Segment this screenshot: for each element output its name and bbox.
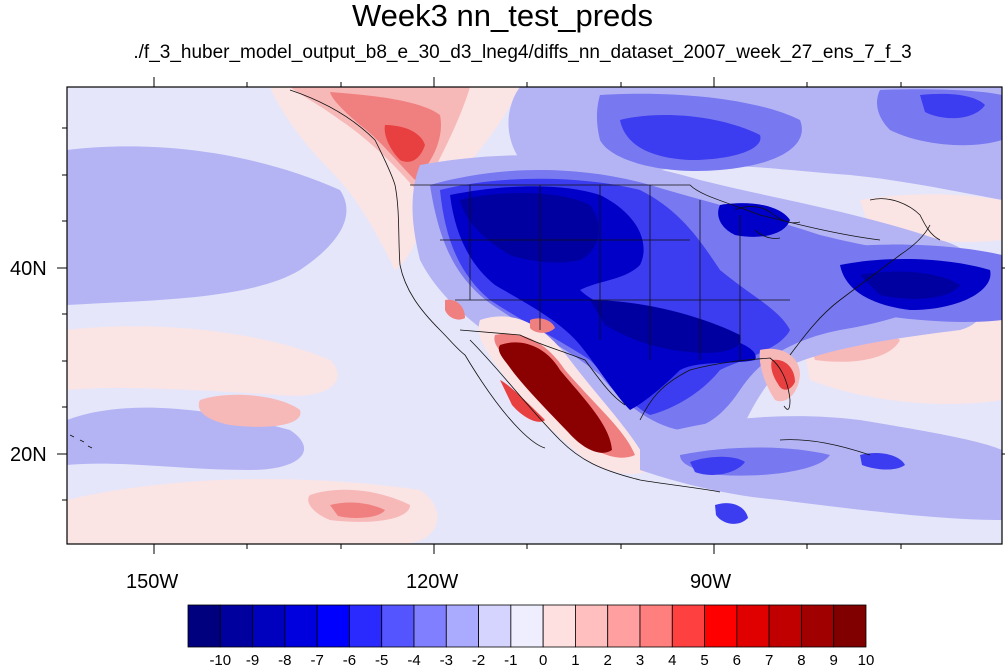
northwest-red-core	[384, 125, 425, 162]
colorbar-tick-label: 3	[635, 652, 645, 669]
pacific-red-patch	[330, 502, 385, 518]
hawaii-islands	[69, 434, 93, 449]
lon-label-150w: 150W	[126, 571, 179, 593]
plot-subtitle: ./f_3_huber_model_output_b8_e_30_d3_lneg…	[133, 42, 912, 63]
plot-frame	[66, 86, 1003, 545]
anomaly-field	[67, 87, 1002, 544]
colorbar-swatch	[510, 604, 544, 648]
colorbar-swatch	[219, 604, 253, 648]
colorbar-swatch	[252, 604, 286, 648]
northwest-pink	[270, 87, 520, 270]
canada-blue	[620, 115, 761, 160]
colorbar-tick-label: 7	[764, 652, 774, 669]
colorbar-swatch	[187, 604, 221, 648]
colorbar-tick-label: -10	[209, 652, 232, 669]
colorbar-swatch	[575, 604, 609, 648]
colorbar-swatch	[284, 604, 318, 648]
antilles-blue	[860, 453, 905, 470]
baja-coast-line	[464, 354, 546, 449]
colorbar-tick-label: -5	[375, 652, 389, 669]
colorbar-swatch	[478, 604, 512, 648]
colorbar-tick-label: -3	[439, 652, 453, 669]
east-canada-coast	[869, 198, 941, 241]
mexico-pacific-coast	[469, 339, 721, 493]
colorbar-tick-label: -1	[504, 652, 518, 669]
colorbar-tick-label: -2	[471, 652, 486, 669]
pacific-pink-band	[67, 326, 338, 396]
colorbar-tick-label: -8	[278, 652, 292, 669]
colorbar-tick-label: 2	[603, 652, 612, 669]
colorbar-tick-label: 1	[571, 652, 580, 669]
plot-title: Week3 nn_test_preds	[351, 0, 653, 33]
colorbar-swatch	[445, 604, 479, 648]
colorbar-tick-label: -9	[245, 652, 260, 669]
lat-label-20n: 20N	[10, 444, 47, 466]
us-navy-core	[460, 193, 599, 263]
gulf-coast-line	[639, 357, 791, 421]
colorbar-swatch	[542, 604, 576, 648]
hudson-blue-core	[920, 93, 985, 119]
mexico-border	[459, 329, 626, 406]
west-coast-line	[394, 184, 466, 356]
colorbar-swatch	[349, 604, 383, 648]
colorbar-swatch	[413, 604, 447, 648]
east-coast-line	[789, 224, 931, 356]
colorbar-swatch	[704, 604, 738, 648]
colorbar-swatch	[833, 604, 867, 648]
gulf-honduras-blue	[715, 503, 748, 524]
colorbar-tick-label: -4	[407, 652, 421, 669]
colorbar-swatch	[768, 604, 802, 648]
colorbar-tick-label: 0	[538, 652, 548, 669]
colorbar-tick-label: 4	[668, 652, 677, 669]
colorbar-tick-label: 10	[857, 652, 875, 669]
northeast-navy	[860, 271, 960, 299]
axis-ticks	[57, 77, 1005, 554]
colorbar-swatch	[736, 604, 770, 648]
colorbar-tick-label: 9	[829, 652, 838, 669]
great-lakes-blue	[718, 203, 790, 237]
lon-label-120w: 120W	[406, 571, 459, 593]
colorbar-tick-label: 8	[797, 652, 806, 669]
caribbean-blue	[690, 456, 745, 475]
colorbar-swatch	[316, 604, 350, 648]
colorbar-swatch	[381, 604, 415, 648]
cuba-outline	[779, 439, 871, 456]
colorbar	[187, 604, 867, 648]
colorbar-swatch	[607, 604, 641, 648]
colorbar-swatch	[671, 604, 705, 648]
colorbar-tick-label: 6	[732, 652, 742, 669]
alaska-panhandle-coast	[289, 89, 396, 186]
mexico-dark-red	[498, 342, 612, 453]
pacific-pink-patch	[198, 394, 301, 427]
socal-red-spot	[445, 299, 465, 320]
caribbean-light-blue	[640, 416, 1002, 520]
colorbar-swatch	[801, 604, 835, 648]
colorbar-tick-label: 5	[700, 652, 709, 669]
colorbar-tick-label: -6	[342, 652, 357, 669]
pacific-blue-band	[67, 146, 347, 305]
canada-border	[410, 184, 881, 241]
colorbar-tick-label: -7	[310, 652, 324, 669]
great-lakes-outline	[734, 206, 801, 239]
lat-label-40n: 40N	[10, 258, 47, 280]
lon-label-90w: 90W	[690, 571, 732, 593]
arizona-red-spot	[530, 318, 555, 333]
us-navy-south	[590, 300, 741, 353]
colorbar-swatch	[639, 604, 673, 648]
coastlines	[69, 89, 941, 493]
